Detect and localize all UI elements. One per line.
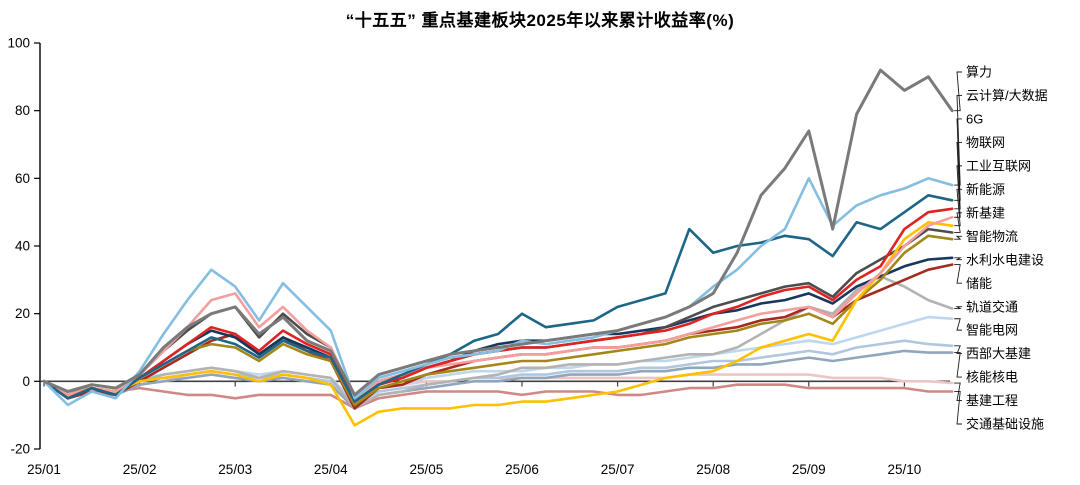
legend-label-energy-storage: 储能	[966, 276, 992, 291]
y-axis-tick-label: 80	[15, 103, 30, 118]
y-axis-tick-label: -20	[10, 442, 30, 457]
legend-label-rail-transit: 轨道交通	[966, 299, 1018, 314]
y-axis-tick-label: 100	[7, 36, 30, 51]
x-axis-tick-label: 25/09	[792, 462, 826, 477]
legend-label-nuclear-energy-power: 核能核电	[966, 370, 1018, 385]
legend-label-water-hydropower-construction: 水利水电建设	[966, 252, 1044, 267]
legend-connector-rail-transit	[954, 306, 962, 310]
legend-label-infrastructure-engineering: 基建工程	[966, 393, 1018, 408]
legend-label-industrial-internet: 工业互联网	[966, 158, 1031, 173]
x-axis-tick-label: 25/06	[505, 462, 539, 477]
series-line-smart-logistics	[42, 234, 954, 407]
legend-label-computing-power: 算力	[966, 65, 992, 80]
legend-label-smart-logistics: 智能物流	[966, 229, 1018, 244]
chart-title: “十五五” 重点基建板块2025年以来累计收益率(%)	[345, 11, 735, 30]
y-axis-tick-label: 20	[15, 306, 30, 321]
series-line-6g	[42, 194, 954, 403]
x-axis-ticks: 25/01 25/02 25/03 25/04 25/05 25/06 25/07 25/08…	[27, 381, 921, 477]
legend-connectors	[954, 71, 962, 425]
series-line-nuclear-energy-power	[42, 349, 954, 410]
x-axis-tick-label: 25/08	[696, 462, 730, 477]
y-axis-tick-label: 40	[15, 239, 30, 254]
legend-connector-6g	[954, 118, 962, 201]
y-axis-ticks: 100 80 60 40 20 0 -20	[7, 36, 40, 457]
legend-connector-smart-logistics	[954, 235, 962, 240]
x-axis-tick-label: 25/04	[314, 462, 348, 477]
legend-label-6g: 6G	[966, 112, 983, 127]
legend-connector-energy-storage	[954, 264, 962, 284]
legend-connector-computing-power	[954, 71, 962, 112]
x-axis-tick-label: 25/02	[123, 462, 157, 477]
x-axis-tick-label: 25/10	[888, 462, 922, 477]
legend-connector-water-hydropower-construction	[954, 257, 962, 261]
series-line-new-energy	[42, 221, 954, 427]
legend-connector-smart-grid	[954, 318, 962, 331]
legend-label-cloud-computing-big-data: 云计算/大数据	[966, 88, 1048, 103]
series-line-industrial-internet	[42, 215, 954, 400]
legend-connector-transport-infrastructure	[954, 391, 962, 425]
x-axis-tick-label: 25/05	[410, 462, 444, 477]
x-axis-tick-label: 25/07	[601, 462, 635, 477]
legend-label-smart-grid: 智能电网	[966, 323, 1018, 338]
legend-connector-cloud-computing-big-data	[954, 95, 962, 186]
legend-label-western-mega-infrastructure: 西部大基建	[966, 346, 1031, 361]
y-axis-tick-label: 0	[22, 374, 30, 389]
x-axis-tick-label: 25/01	[27, 462, 61, 477]
legend-label-new-energy: 新能源	[966, 182, 1005, 197]
series-line-transport-infrastructure	[42, 379, 954, 410]
legend-connector-western-mega-infrastructure	[954, 345, 962, 355]
series-line-cloud-computing-big-data	[42, 177, 954, 407]
legend-connector-new-infrastructure	[954, 212, 962, 233]
legend-label-transport-infrastructure: 交通基础设施	[966, 417, 1044, 432]
legend-connector-industrial-internet	[954, 165, 962, 218]
x-axis-tick-label: 25/03	[218, 462, 252, 477]
y-axis-tick-label: 60	[15, 171, 30, 186]
legend-connector-nuclear-energy-power	[954, 352, 962, 378]
legend-connector-iot	[954, 141, 962, 210]
legend-label-new-infrastructure: 新基建	[966, 205, 1005, 220]
legend-label-iot: 物联网	[966, 135, 1005, 150]
legend-connector-new-energy	[954, 188, 962, 227]
series-lines	[42, 68, 954, 427]
series-line-computing-power	[42, 68, 954, 397]
